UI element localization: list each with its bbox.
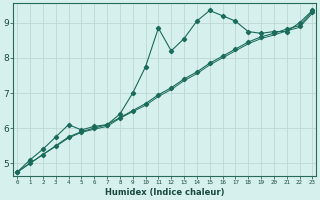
X-axis label: Humidex (Indice chaleur): Humidex (Indice chaleur)	[105, 188, 225, 197]
